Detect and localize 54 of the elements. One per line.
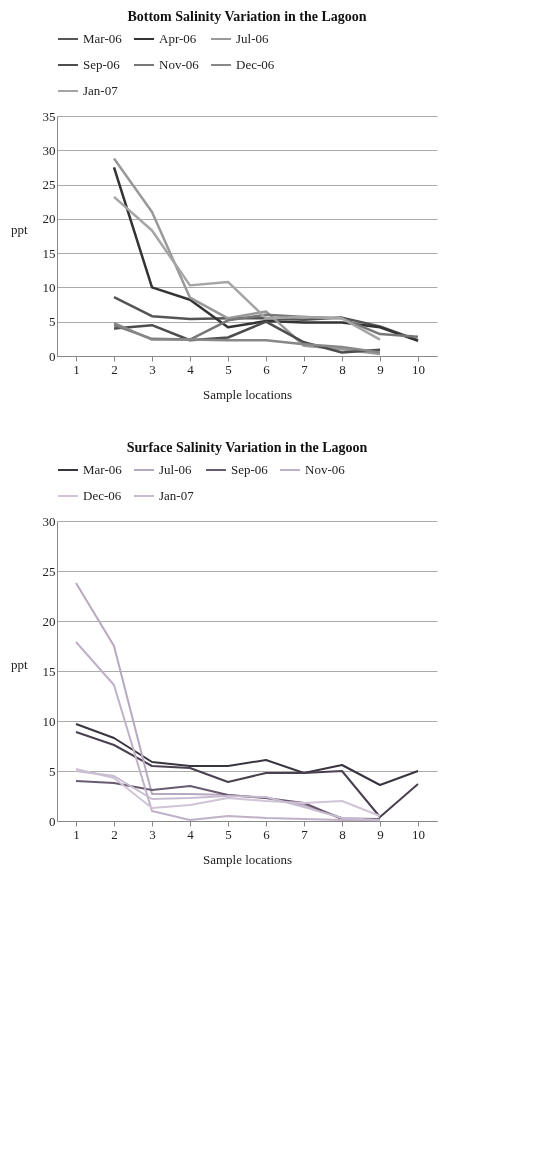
legend-label: Jul-06 (159, 462, 192, 477)
y-tick-label: 20 (42, 613, 56, 629)
y-tick-label: 20 (42, 211, 56, 227)
x-tick-label: 3 (149, 361, 156, 377)
y-tick-label: 30 (42, 513, 56, 529)
x-tick-label: 1 (73, 361, 80, 377)
x-tick-label: 9 (377, 361, 384, 377)
y-tick-label: 25 (42, 563, 56, 579)
x-tick-label: 10 (412, 361, 425, 377)
x-tick-label: 6 (263, 826, 271, 842)
y-tick-label: 0 (49, 348, 56, 364)
legend-label: Dec-06 (236, 57, 275, 72)
legend-label: Nov-06 (305, 462, 346, 477)
x-axis-title: Sample locations (202, 851, 293, 867)
y-tick-label: 10 (42, 713, 56, 729)
y-tick-label: 30 (42, 142, 56, 158)
x-tick-label: 4 (187, 361, 195, 377)
y-tick-label: 15 (42, 663, 56, 679)
legend-label: Mar-06 (83, 31, 123, 46)
chart-title: Surface Salinity Variation in the Lagoon (126, 440, 368, 455)
y-tick-label: 5 (49, 763, 56, 779)
y-axis-title: ppt (10, 656, 28, 672)
legend-label: Dec-06 (83, 488, 122, 503)
legend-label: Jan-07 (159, 488, 195, 503)
x-tick-label: 9 (377, 826, 384, 842)
y-tick-label: 15 (42, 245, 56, 261)
legend-label: Sep-06 (231, 462, 269, 477)
y-tick-label: 5 (49, 314, 56, 330)
x-tick-label: 8 (339, 361, 346, 377)
x-tick-label: 10 (412, 826, 425, 842)
x-tick-label: 3 (149, 826, 156, 842)
legend-label: Jan-07 (83, 83, 119, 98)
chart-title: Bottom Salinity Variation in the Lagoon (127, 9, 367, 24)
x-tick-label: 8 (339, 826, 346, 842)
x-tick-label: 7 (301, 361, 309, 377)
x-tick-label: 5 (225, 361, 232, 377)
y-tick-label: 35 (42, 108, 56, 124)
x-tick-label: 2 (111, 826, 118, 842)
legend-label: Apr-06 (159, 31, 197, 46)
y-tick-label: 25 (42, 177, 56, 193)
x-tick-label: 4 (187, 826, 195, 842)
legend-label: Jul-06 (236, 31, 269, 46)
x-axis-title: Sample locations (202, 386, 293, 402)
y-axis-title: ppt (10, 221, 28, 237)
x-tick-label: 1 (73, 826, 80, 842)
legend-label: Mar-06 (83, 462, 123, 477)
x-tick-label: 6 (263, 361, 271, 377)
x-tick-label: 7 (301, 826, 309, 842)
y-tick-label: 10 (42, 279, 56, 295)
y-tick-label: 0 (49, 813, 56, 829)
x-tick-label: 5 (225, 826, 232, 842)
x-tick-label: 2 (111, 361, 118, 377)
legend-label: Sep-06 (83, 57, 121, 72)
legend-label: Nov-06 (159, 57, 200, 72)
